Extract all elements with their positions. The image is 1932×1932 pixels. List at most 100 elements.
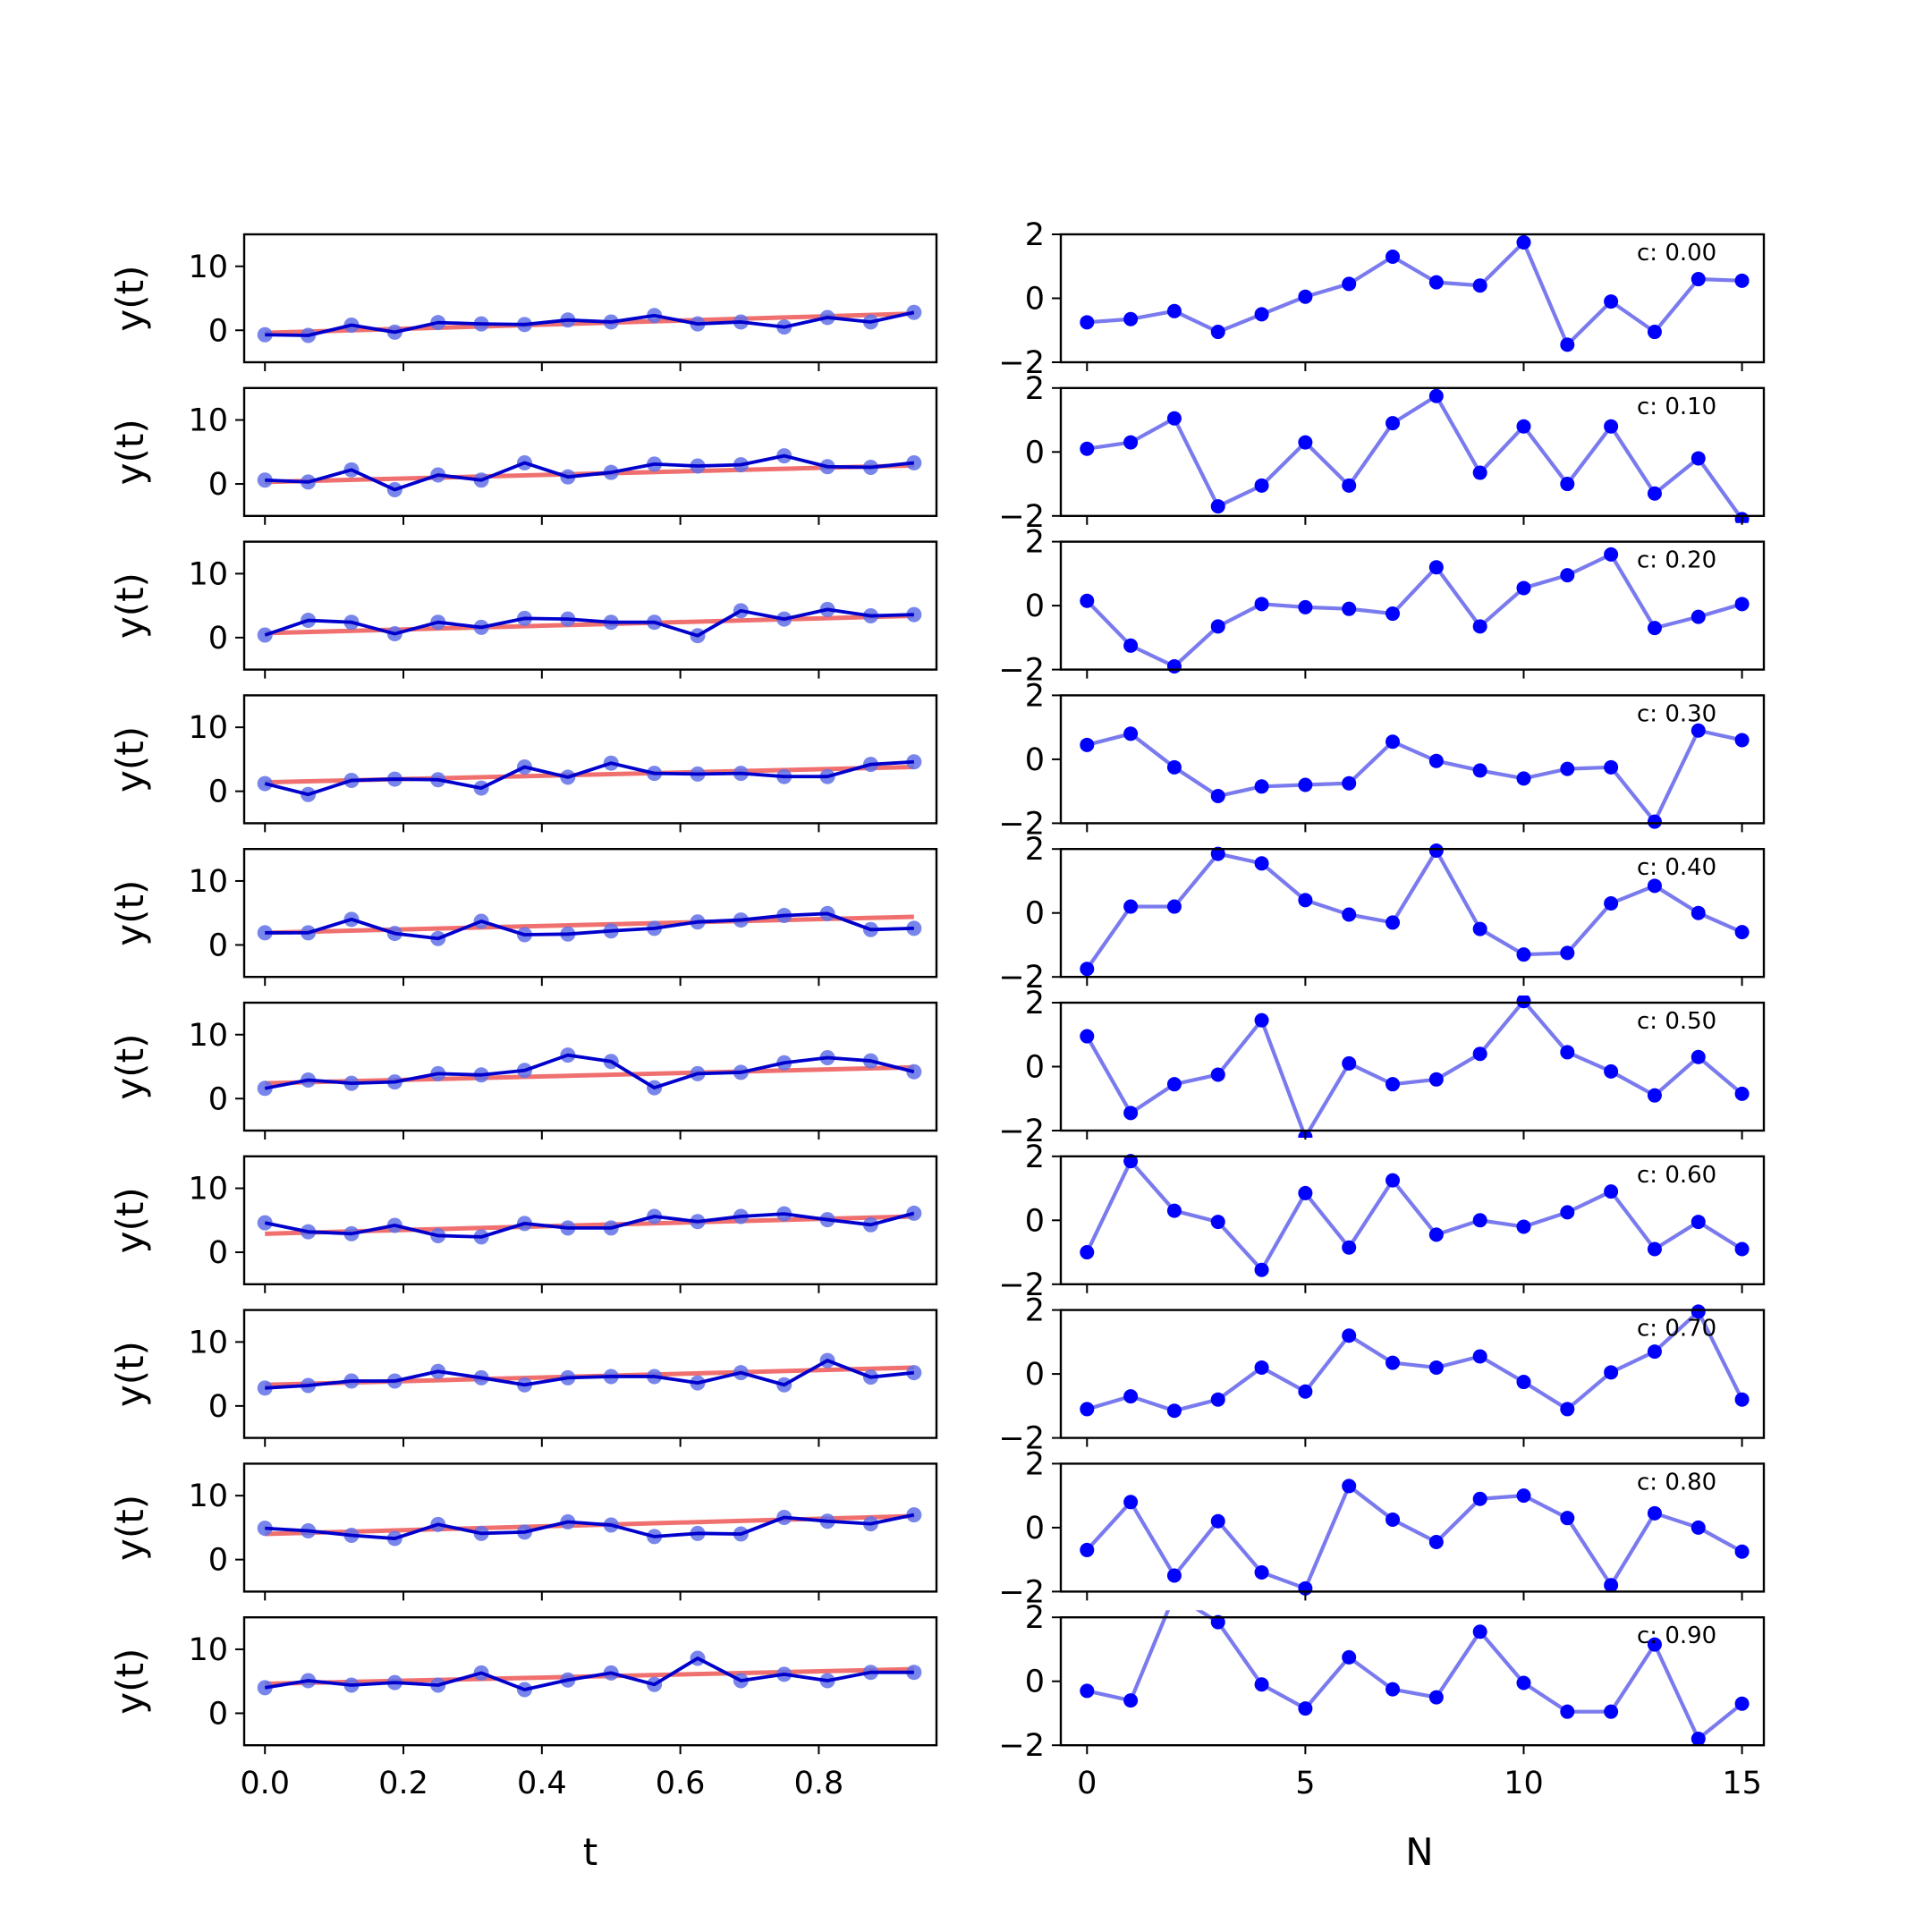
left-subplot-1: 0 10 y(t) xyxy=(108,386,938,525)
left-xlabel: t xyxy=(583,1830,597,1874)
right-xtick-label: 5 xyxy=(1295,1766,1315,1801)
data-line xyxy=(264,759,914,797)
right-subplot-9: −2 0 2 0 5 10 15 c: 0.90 xyxy=(998,1600,1766,1801)
correlation-label: c: 0.20 xyxy=(1637,547,1716,574)
noise-point xyxy=(1516,1219,1531,1234)
left-subplot-3: 0 10 y(t) xyxy=(108,694,938,833)
noise-line xyxy=(1085,848,1743,970)
noise-point xyxy=(1254,1360,1269,1375)
left-axes-frame xyxy=(242,1462,938,1593)
noise-point xyxy=(1647,814,1662,829)
noise-point xyxy=(1254,1564,1269,1580)
right-ytick-label: 0 xyxy=(1025,1665,1045,1700)
correlation-label: c: 0.10 xyxy=(1637,394,1716,420)
left-plot-area-8 xyxy=(257,1507,922,1546)
noise-point xyxy=(1647,1505,1662,1521)
right-ytick-label: 2 xyxy=(1025,1293,1045,1329)
noise-point xyxy=(1342,775,1357,791)
noise-point xyxy=(1166,411,1182,426)
left-subplot-9: 0 10 0.0 0.2 0.4 0.6 0.8 y(t) xyxy=(108,1615,938,1801)
noise-point xyxy=(1080,737,1095,752)
noise-point xyxy=(1254,478,1269,493)
right-ytick-label: 0 xyxy=(1025,742,1045,778)
noise-line xyxy=(1086,728,1743,824)
noise-point xyxy=(1080,1402,1095,1417)
left-subplot-5: 0 10 y(t) xyxy=(108,1001,938,1140)
noise-point xyxy=(1604,895,1619,911)
noise-point xyxy=(1166,1203,1182,1218)
left-ytick-label: 10 xyxy=(188,1632,228,1668)
trend-line xyxy=(265,311,914,335)
trend-line xyxy=(265,614,914,636)
noise-point xyxy=(1123,1154,1139,1169)
noise-line xyxy=(1086,394,1744,521)
noise-point xyxy=(1210,1392,1225,1407)
noise-point xyxy=(1472,619,1487,634)
noise-point xyxy=(1516,580,1531,596)
noise-point xyxy=(1342,478,1357,493)
left-axes-frame xyxy=(242,233,938,364)
right-ytick-label: −2 xyxy=(998,1421,1045,1457)
noise-point xyxy=(1210,1614,1225,1630)
data-line xyxy=(264,607,914,638)
left-plot-area-9 xyxy=(257,1650,922,1698)
noise-point xyxy=(1254,779,1269,794)
noise-point xyxy=(1385,915,1401,930)
noise-point xyxy=(1560,1511,1575,1526)
right-ytick-label: 2 xyxy=(1025,1140,1045,1175)
left-plot-area-5 xyxy=(257,1047,922,1097)
noise-point xyxy=(1734,925,1750,940)
left-xtick-label: 0.0 xyxy=(240,1766,290,1801)
noise-point xyxy=(1123,899,1139,914)
noise-point xyxy=(1472,921,1487,936)
noise-point xyxy=(1123,1693,1139,1708)
right-plot-area-6 xyxy=(1080,1154,1750,1277)
noise-point xyxy=(1210,325,1225,340)
right-ytick-label: 0 xyxy=(1025,1511,1045,1546)
left-plot-area-4 xyxy=(257,905,922,946)
right-ytick-label: −2 xyxy=(998,1574,1045,1610)
noise-point xyxy=(1647,621,1662,636)
right-ytick-label: 2 xyxy=(1025,986,1045,1021)
data-line xyxy=(264,1211,915,1239)
left-ytick-label: 10 xyxy=(188,250,228,285)
left-axes-frame xyxy=(242,1155,938,1286)
left-subplot-6: 0 10 y(t) xyxy=(108,1155,938,1293)
noise-point xyxy=(1647,1344,1662,1360)
left-plot-area-3 xyxy=(257,754,922,802)
right-ytick-label: 0 xyxy=(1025,435,1045,470)
noise-point xyxy=(1472,1624,1487,1640)
left-axes-frame xyxy=(242,848,938,979)
noise-point xyxy=(1254,597,1269,612)
noise-point xyxy=(1690,1304,1706,1319)
noise-point xyxy=(1210,789,1225,804)
right-plot-area-8 xyxy=(1080,1479,1750,1596)
noise-point xyxy=(1428,1534,1444,1549)
left-ylabel: y(t) xyxy=(108,419,152,485)
left-ytick-label: 0 xyxy=(208,928,228,963)
left-plot-area-1 xyxy=(257,448,922,497)
noise-point xyxy=(1080,1683,1095,1699)
left-ylabel: y(t) xyxy=(108,265,152,331)
left-plot-area-6 xyxy=(257,1205,922,1245)
right-plot-area-0 xyxy=(1080,234,1750,352)
right-ytick-label: −2 xyxy=(998,806,1045,842)
left-ytick-label: 0 xyxy=(208,1389,228,1425)
noise-point xyxy=(1298,1701,1313,1716)
left-ytick-label: 10 xyxy=(188,1479,228,1514)
noise-point xyxy=(1560,1205,1575,1220)
right-subplot-1: −2 0 2 c: 0.10 xyxy=(998,371,1766,535)
noise-point xyxy=(1080,962,1095,977)
noise-point xyxy=(1254,1262,1269,1277)
noise-point xyxy=(1734,1241,1750,1257)
noise-point xyxy=(1604,1184,1619,1199)
left-ytick-label: 10 xyxy=(188,1172,228,1208)
noise-point xyxy=(1516,947,1531,962)
left-ylabel: y(t) xyxy=(108,1033,152,1099)
data-line xyxy=(264,1657,914,1691)
noise-point xyxy=(1604,294,1619,309)
noise-point xyxy=(1428,1690,1444,1705)
left-ylabel: y(t) xyxy=(108,1495,152,1561)
right-xtick-label: 10 xyxy=(1504,1766,1544,1801)
right-ytick-label: 0 xyxy=(1025,1050,1045,1086)
